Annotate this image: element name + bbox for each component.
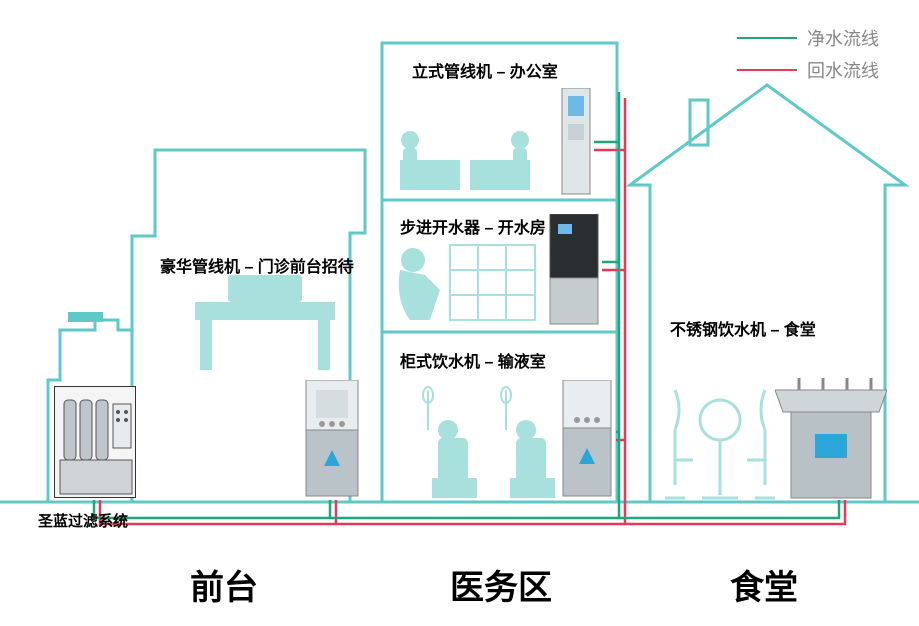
legend-return: 回水流线	[737, 57, 879, 83]
label-filter: 圣蓝过滤系统	[38, 510, 128, 531]
section-canteen: 食堂	[730, 560, 798, 609]
label-cabinet: 柜式饮水机 – 输液室	[400, 348, 546, 372]
section-front: 前台	[190, 560, 258, 609]
filter-system	[54, 386, 136, 498]
buildings-svg	[0, 0, 919, 626]
label-boiler: 步进开水器 – 开水房	[400, 214, 546, 238]
legend-return-line	[737, 69, 797, 71]
water-system-diagram: 净水流线 回水流线 圣蓝过滤系统 豪华管线机 – 门诊前台招待 立式管线机 – …	[0, 0, 919, 626]
step-boiler	[548, 214, 600, 326]
vertical-dispenser-office	[560, 88, 592, 196]
cabinet-dispenser	[560, 380, 614, 498]
section-medical: 医务区	[450, 560, 552, 609]
legend-purified-label: 净水流线	[807, 25, 879, 51]
legend: 净水流线 回水流线	[737, 25, 879, 89]
label-office: 立式管线机 – 办公室	[412, 58, 558, 82]
label-lux: 豪华管线机 – 门诊前台招待	[160, 253, 354, 277]
legend-return-label: 回水流线	[807, 57, 879, 83]
luxury-dispenser	[302, 380, 362, 498]
legend-purified-line	[737, 37, 797, 39]
legend-purified: 净水流线	[737, 25, 879, 51]
label-steel: 不锈钢饮水机 – 食堂	[670, 316, 816, 340]
stainless-fountain	[775, 372, 887, 500]
